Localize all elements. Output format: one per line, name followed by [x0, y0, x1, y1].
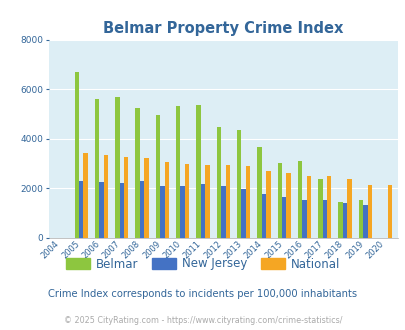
Bar	[75, 72, 79, 238]
Bar	[387, 185, 391, 238]
Bar	[176, 106, 180, 238]
Bar	[79, 181, 83, 238]
Bar	[306, 176, 311, 238]
Bar	[83, 153, 87, 238]
Bar	[99, 182, 104, 238]
Bar	[245, 166, 249, 238]
Bar	[317, 179, 322, 238]
Bar	[95, 99, 99, 238]
Bar	[115, 96, 119, 238]
Bar	[286, 173, 290, 238]
Bar	[237, 130, 241, 238]
Bar	[297, 161, 301, 238]
Bar	[362, 205, 367, 238]
Bar	[358, 200, 362, 238]
Bar	[322, 200, 326, 238]
Bar	[337, 202, 342, 238]
Bar	[277, 163, 281, 238]
Bar	[144, 158, 148, 238]
Bar	[281, 197, 286, 238]
Bar	[205, 165, 209, 238]
Bar	[104, 155, 108, 238]
Text: Crime Index corresponds to incidents per 100,000 inhabitants: Crime Index corresponds to incidents per…	[48, 289, 357, 299]
Bar	[346, 179, 351, 238]
Text: © 2025 CityRating.com - https://www.cityrating.com/crime-statistics/: © 2025 CityRating.com - https://www.city…	[64, 316, 341, 325]
Bar	[220, 186, 225, 238]
Bar	[367, 185, 371, 238]
Bar	[216, 127, 220, 238]
Bar	[160, 186, 164, 238]
Bar	[124, 157, 128, 238]
Title: Belmar Property Crime Index: Belmar Property Crime Index	[103, 21, 343, 36]
Bar	[196, 105, 200, 238]
Bar	[342, 203, 347, 238]
Bar	[164, 162, 169, 238]
Bar	[326, 176, 330, 238]
Bar	[225, 165, 229, 238]
Bar	[156, 115, 160, 238]
Bar	[302, 200, 306, 238]
Bar	[241, 189, 245, 238]
Legend: Belmar, New Jersey, National: Belmar, New Jersey, National	[61, 253, 344, 275]
Bar	[200, 183, 205, 238]
Bar	[261, 193, 266, 238]
Bar	[180, 186, 185, 238]
Bar	[119, 183, 124, 238]
Bar	[185, 164, 189, 238]
Bar	[135, 108, 139, 238]
Bar	[266, 171, 270, 238]
Bar	[139, 181, 144, 238]
Bar	[256, 147, 261, 238]
